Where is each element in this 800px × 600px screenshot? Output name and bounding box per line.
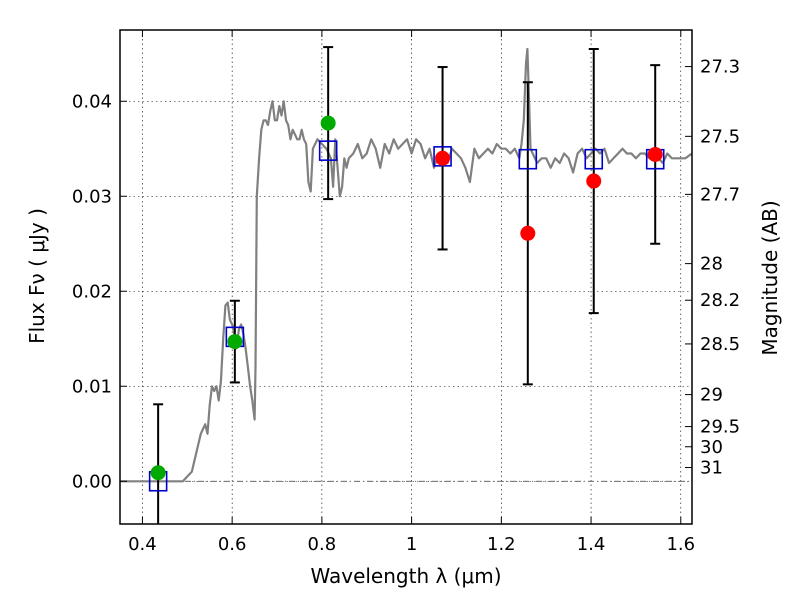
right-tick-label: 27.5: [700, 126, 740, 147]
x-axis-label: Wavelength λ (μm): [310, 564, 501, 588]
model-square-marker: [518, 148, 538, 170]
data-point-marker: [647, 146, 663, 162]
grid-lines: [120, 30, 692, 524]
model-square-marker: [433, 146, 452, 167]
y-tick-label: 0.00: [72, 471, 112, 492]
right-tick-label: 29.5: [700, 417, 740, 438]
right-tick-label: 31: [700, 458, 723, 479]
right-tick-label: 28.5: [700, 334, 740, 355]
x-tick-label: 1.2: [487, 534, 516, 555]
data-point-marker: [320, 115, 336, 131]
right-tick-label: 27.3: [700, 57, 740, 78]
plot-frame: [119, 29, 693, 525]
data-point-marker: [586, 173, 602, 189]
x-tick-label: 1.6: [666, 534, 695, 555]
right-tick-label: 30: [700, 437, 723, 458]
data-point-marker: [520, 225, 536, 241]
spectrum-line: [120, 47, 693, 483]
right-tick-label: 28.2: [700, 290, 740, 311]
right-tick-label: 27.7: [700, 184, 740, 205]
x-tick-label: 0.8: [308, 534, 337, 555]
data-point-marker: [227, 334, 243, 350]
x-tick-label: 0.6: [218, 534, 247, 555]
data-point-marker: [150, 465, 166, 481]
right-axis-label: Magnitude (AB): [758, 200, 782, 355]
data-point-marker: [435, 150, 451, 166]
y-tick-label: 0.02: [72, 281, 112, 302]
series-0: [120, 47, 693, 483]
right-tick-label: 29: [700, 385, 723, 406]
model-square-marker: [584, 148, 604, 170]
x-tick-label: 1: [406, 534, 417, 555]
axis-ticks: 0.4 0.6 0.8 1 1.2 1.4 1.6 0.00 0.01 0.02 0.03 0.04 2…: [72, 30, 740, 555]
x-tick-label: 0.4: [128, 534, 157, 555]
y-tick-label: 0.04: [72, 91, 112, 112]
y-tick-label: 0.01: [72, 376, 112, 397]
y-tick-label: 0.03: [72, 186, 112, 207]
x-tick-label: 1.4: [577, 534, 606, 555]
right-tick-label: 28: [700, 254, 723, 275]
plot-area: [120, 46, 693, 524]
y-axis-label: Flux Fν ( μJy ): [25, 208, 49, 344]
model-square-marker: [318, 140, 338, 161]
